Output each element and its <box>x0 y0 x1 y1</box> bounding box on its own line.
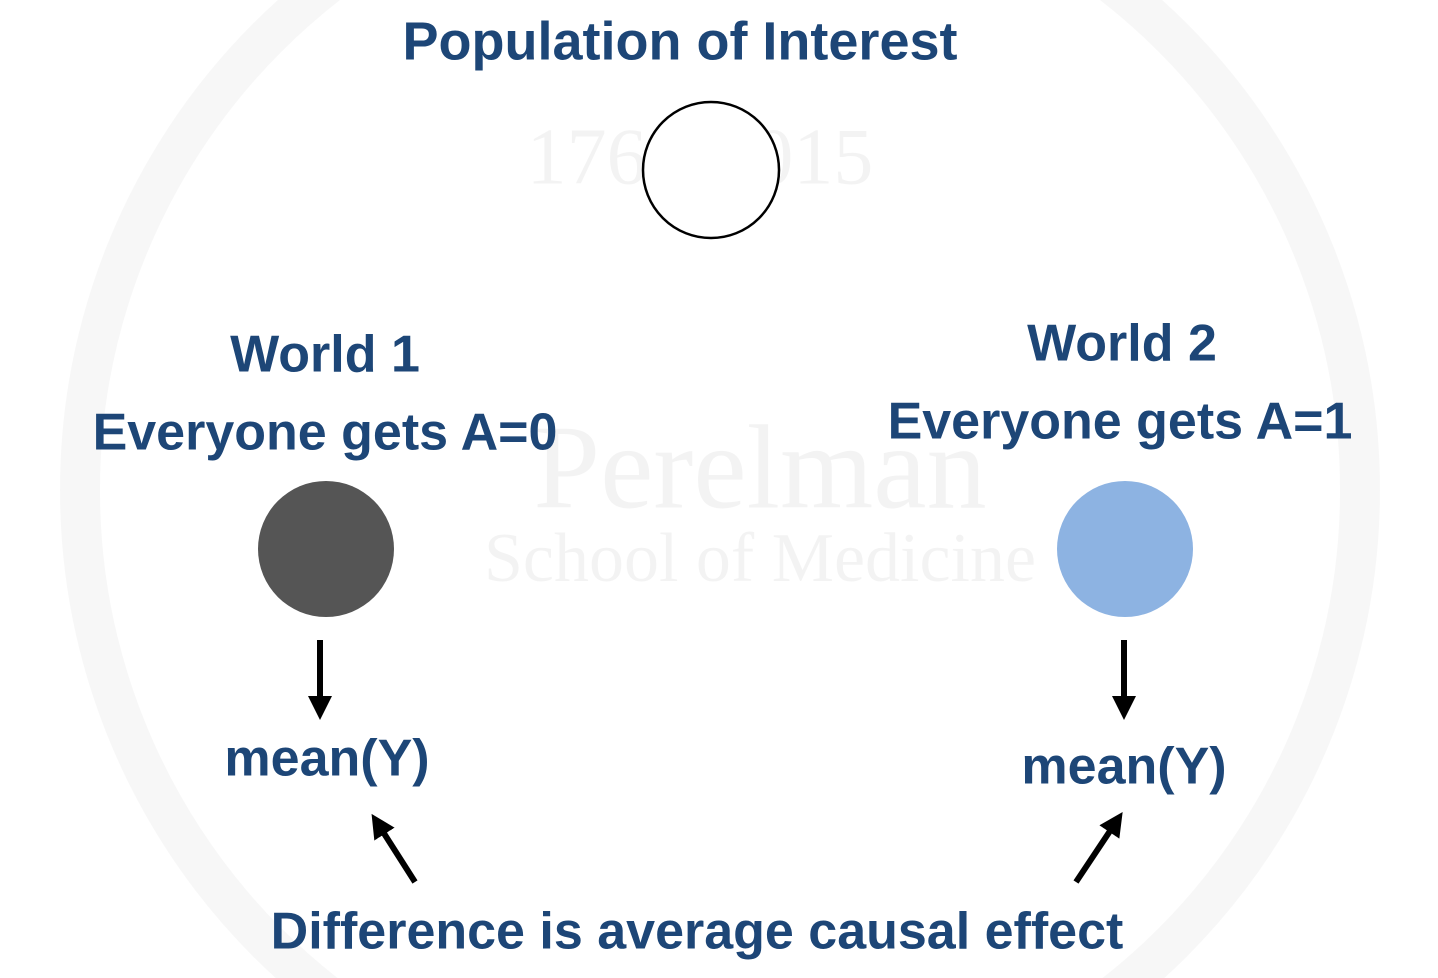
watermark-name: Perelman <box>533 401 986 534</box>
title: Population of Interest <box>402 11 957 71</box>
arrow <box>371 813 418 884</box>
arrow <box>1073 812 1123 884</box>
world2-treatment: Everyone gets A=1 <box>888 393 1353 451</box>
world2-node <box>1057 481 1193 617</box>
population-node <box>641 100 781 240</box>
world1-label: World 1 <box>230 326 420 384</box>
footer: Difference is average causal effect <box>271 903 1124 961</box>
world1-node <box>258 481 394 617</box>
world2-outcome: mean(Y) <box>1021 738 1226 796</box>
world2-label: World 2 <box>1027 315 1217 373</box>
watermark-school: School of Medicine <box>484 520 1036 597</box>
world1-treatment: Everyone gets A=0 <box>93 404 558 462</box>
world1-outcome: mean(Y) <box>224 730 429 788</box>
